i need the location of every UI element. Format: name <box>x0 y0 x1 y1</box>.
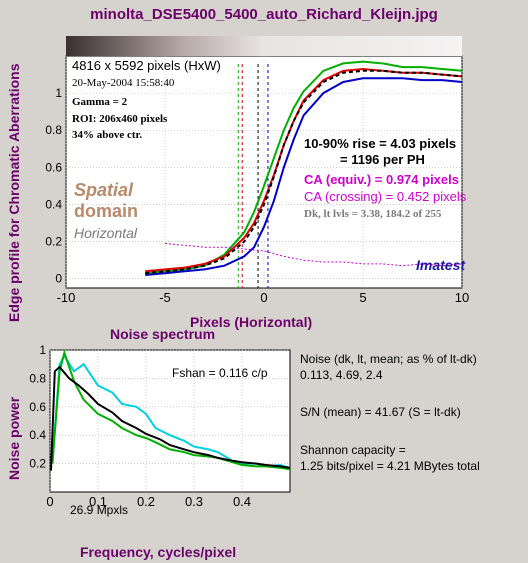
spatial-label: Spatial <box>74 180 134 200</box>
series-magenta-line <box>164 243 463 267</box>
noise-y-tick-label: 0.8 <box>29 371 46 385</box>
top-y-tick-label: 0.6 <box>45 160 62 174</box>
noise-text: Noise (dk, lt, mean; as % of lt-dk) <box>300 352 477 366</box>
noise-y-axis-label: Noise power <box>6 396 22 480</box>
top-y-tick-label: 0 <box>55 272 62 286</box>
series-black-line <box>50 365 291 471</box>
ca-equiv-text: CA (equiv.) = 0.974 pixels <box>304 172 459 187</box>
horizontal-label: Horizontal <box>74 225 138 241</box>
position-text: 34% above ctr. <box>72 129 143 141</box>
shannon-value-text: 1.25 bits/pixel = 4.21 MBytes total <box>300 459 480 473</box>
date-text: 20-May-2004 15:58:40 <box>72 77 175 89</box>
top-y-tick-label: 0.4 <box>45 197 62 211</box>
sn-text: S/N (mean) = 41.67 (S = lt-dk) <box>300 405 461 419</box>
shannon-text: Shannon capacity = <box>300 443 406 457</box>
noise-x-tick-label: 0.1 <box>89 494 107 509</box>
top-x-tick-label: 0 <box>260 290 267 305</box>
top-x-axis-label: Pixels (Horizontal) <box>190 314 313 330</box>
noise-spectrum-title: Noise spectrum <box>110 326 216 342</box>
roi-text: ROI: 206x460 pixels <box>72 113 168 125</box>
mpxls-text: 26.9 Mpxls <box>70 503 129 517</box>
top-plot-area <box>65 55 463 289</box>
top-x-tick-label: 10 <box>455 290 469 305</box>
noise-x-tick-label: 0.3 <box>185 494 203 509</box>
fshan-text: Fshan = 0.116 c/p <box>172 366 268 380</box>
imatest-logo-text: Imatest <box>416 257 466 273</box>
top-x-tick-label: 5 <box>359 290 366 305</box>
gamma-text: Gamma = 2 <box>72 96 128 108</box>
noise-y-tick-label: 1 <box>39 343 46 357</box>
series-green-line <box>51 349 291 471</box>
per-ph-text: = 1196 per PH <box>340 152 425 167</box>
top-y-tick-label: 0.8 <box>45 123 62 137</box>
noise-x-tick-label: 0.2 <box>137 494 155 509</box>
noise-y-tick-label: 0.2 <box>29 457 46 471</box>
series-blue-line <box>145 77 463 276</box>
series-black-line <box>145 69 463 275</box>
top-y-tick-label: 1 <box>55 86 62 100</box>
chart-title: minolta_DSE5400_5400_auto_Richard_Kleijn… <box>90 6 438 23</box>
noise-x-axis-label: Frequency, cycles/pixel <box>80 544 237 560</box>
top-x-tick-label: -10 <box>57 290 76 305</box>
top-x-tick-label: -5 <box>159 290 171 305</box>
image-size-text: 4816 x 5592 pixels (HxW) <box>72 58 221 73</box>
top-y-axis-label: Edge profile for Chromatic Aberrations <box>6 63 22 322</box>
edge-image-strip <box>66 36 462 56</box>
noise-x-tick-label: 0.4 <box>233 494 251 509</box>
noise-x-tick-label: 0 <box>46 494 53 509</box>
noise-y-tick-label: 0.4 <box>29 428 46 442</box>
dk-lt-levels-text: Dk, lt lvls = 3.38, 184.2 of 255 <box>304 208 442 220</box>
noise-values-text: 0.113, 4.69, 2.4 <box>300 368 383 382</box>
noise-y-tick-label: 0.6 <box>29 400 46 414</box>
ca-crossing-text: CA (crossing) = 0.452 pixels <box>304 189 467 204</box>
domain-label: domain <box>74 201 139 221</box>
rise-text: 10-90% rise = 4.03 pixels <box>304 136 457 151</box>
top-y-tick-label: 0.2 <box>45 235 62 249</box>
